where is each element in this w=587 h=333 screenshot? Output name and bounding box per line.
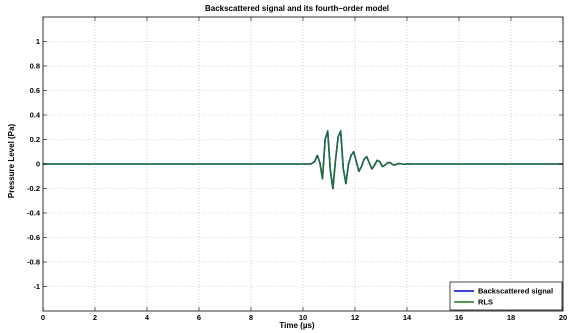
y-tick-label: -0.4 <box>27 209 41 218</box>
x-tick-label: 0 <box>41 313 45 322</box>
chart-title: Backscattered signal and its fourth–orde… <box>205 4 389 13</box>
x-tick-label: 14 <box>403 313 412 322</box>
legend: Backscattered signal RLS <box>449 281 563 311</box>
x-tick-label: 4 <box>145 313 150 322</box>
y-tick-label: 0.8 <box>30 62 40 71</box>
y-tick-label: 0.4 <box>30 111 41 120</box>
x-tick-label: 16 <box>455 313 463 322</box>
y-tick-label: -0.6 <box>27 233 40 242</box>
legend-label: RLS <box>478 298 493 307</box>
y-tick-label: -1 <box>33 282 40 291</box>
x-tick-label: 6 <box>197 313 201 322</box>
x-axis-title: Time (µs) <box>279 321 314 330</box>
y-axis-title: Pressure Level (Pa) <box>7 124 16 199</box>
y-tick-label: -0.2 <box>27 184 40 193</box>
x-axis: 0 2 4 6 8 10 12 14 16 18 20 <box>41 17 567 322</box>
x-tick-label: 8 <box>249 313 253 322</box>
legend-box <box>449 281 563 311</box>
legend-label: Backscattered signal <box>478 287 553 296</box>
y-tick-label: -0.8 <box>27 258 40 267</box>
x-tick-label: 2 <box>93 313 97 322</box>
y-tick-label: 1 <box>36 37 40 46</box>
x-tick-label: 20 <box>559 313 567 322</box>
y-axis: -1 -0.8 -0.6 -0.4 -0.2 0 0.2 0.4 0.6 0.8 1 <box>27 37 563 291</box>
x-tick-label: 18 <box>507 313 515 322</box>
x-tick-label: 10 <box>299 313 307 322</box>
y-tick-label: 0 <box>36 160 40 169</box>
series-layer <box>43 130 563 190</box>
y-tick-label: 0.2 <box>30 135 40 144</box>
x-tick-label: 12 <box>351 313 359 322</box>
y-tick-label: 0.6 <box>30 86 40 95</box>
series-line-rls <box>43 130 563 190</box>
